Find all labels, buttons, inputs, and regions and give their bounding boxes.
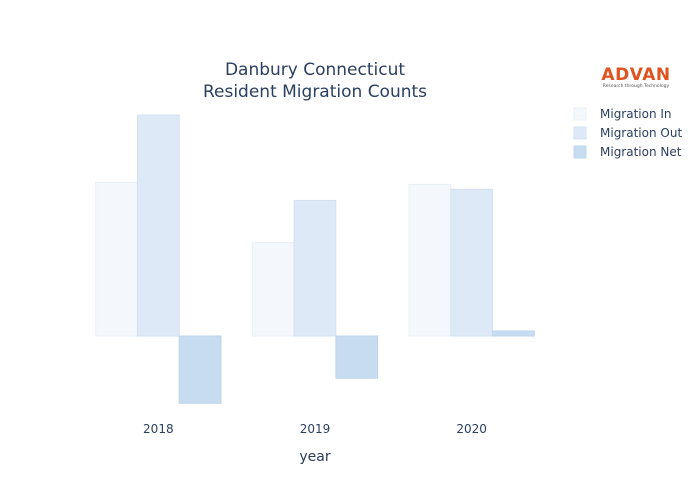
legend[interactable]: Migration In Migration Out Migration Net [573, 107, 682, 159]
bar-migration-out-2020[interactable] [450, 188, 494, 337]
bar-migration-in-2020[interactable] [408, 183, 452, 337]
logo-text: ADVAN [601, 65, 671, 85]
legend-item-migration-net[interactable]: Migration Net [573, 145, 682, 159]
legend-swatch [573, 145, 587, 159]
legend-item-migration-in[interactable]: Migration In [573, 107, 672, 121]
legend-label: Migration In [600, 107, 672, 121]
bar-migration-net-2018[interactable] [178, 335, 222, 404]
bar-migration-net-2020[interactable] [492, 330, 535, 337]
legend-swatch [573, 126, 587, 140]
chart-title-line-2: Resident Migration Counts [203, 82, 427, 102]
legend-swatch [573, 107, 587, 121]
logo-tagline: Research through Technology [602, 84, 670, 89]
legend-label: Migration Out [600, 126, 682, 140]
bars-layer [95, 114, 535, 404]
bar-migration-out-2019[interactable] [293, 199, 337, 337]
advan-logo: ADVAN Research through Technology [600, 66, 672, 90]
x-axis-title: year [299, 449, 330, 465]
chart-title: Danbury Connecticut Resident Migration C… [203, 60, 427, 102]
bar-migration-out-2018[interactable] [136, 114, 180, 337]
x-tick-label-2019: 2019 [300, 422, 331, 436]
bar-migration-net-2019[interactable] [335, 335, 379, 379]
bar-migration-in-2019[interactable] [251, 242, 295, 337]
bar-migration-in-2018[interactable] [95, 181, 138, 337]
legend-label: Migration Net [600, 145, 682, 159]
chart-title-line-1: Danbury Connecticut [225, 60, 405, 80]
x-tick-label-2020: 2020 [456, 422, 487, 436]
legend-item-migration-out[interactable]: Migration Out [573, 126, 682, 140]
x-axis-ticks: 2018 2019 2020 [143, 422, 487, 436]
x-tick-label-2018: 2018 [143, 422, 174, 436]
